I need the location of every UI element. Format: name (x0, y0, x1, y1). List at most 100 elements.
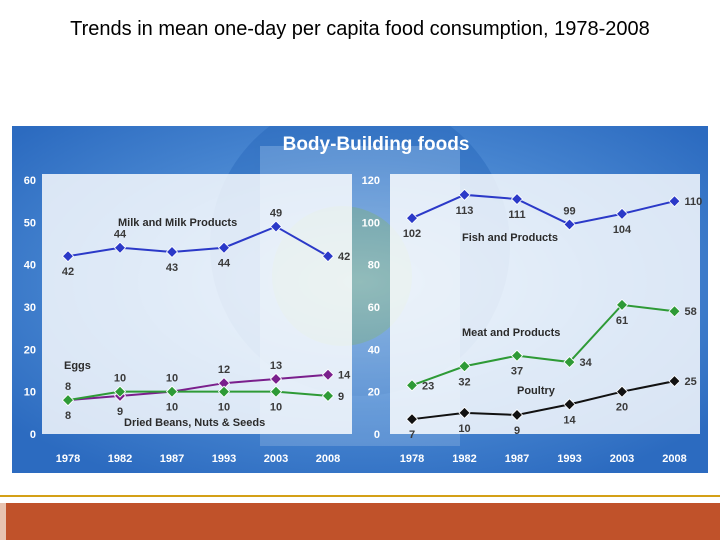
data-label: 9 (338, 391, 344, 403)
data-label: 10 (114, 373, 126, 385)
data-label: 42 (62, 266, 74, 278)
y-tick-label: 120 (362, 175, 380, 187)
y-tick-label: 20 (24, 344, 36, 356)
data-point (615, 385, 629, 398)
chart-svg: Body-Building foods 0 10 20 30 40 50 60 1978 198… (12, 96, 708, 473)
data-point (563, 355, 576, 369)
series-name-label: Fish and Products (462, 232, 558, 244)
y-tick-label: 100 (362, 217, 380, 229)
data-label: 99 (563, 205, 575, 217)
series-line (411, 380, 675, 421)
data-label: 10 (270, 402, 282, 414)
data-point (615, 298, 629, 311)
data-label: 14 (338, 370, 351, 382)
data-point (217, 385, 231, 398)
data-point (563, 398, 576, 411)
chart-panel: Body-Building foods 0 10 20 30 40 50 60 1978 198… (12, 96, 708, 473)
data-label: 9 (514, 425, 520, 437)
data-label: 10 (218, 402, 230, 414)
data-label: 14 (563, 414, 576, 426)
y-tick-label: 30 (24, 302, 36, 314)
data-point (405, 212, 419, 225)
data-label: 104 (613, 224, 632, 236)
panel-heading: Body-Building foods (283, 134, 470, 155)
series-line (411, 303, 675, 387)
data-point (615, 207, 629, 220)
data-point (165, 245, 179, 259)
right-plot-area (390, 174, 700, 434)
data-point (458, 406, 471, 419)
y-tick-label: 40 (24, 260, 36, 272)
x-tick-label: 1978 (56, 453, 80, 465)
data-label: 34 (580, 357, 593, 369)
data-point (217, 241, 231, 254)
data-label: 49 (270, 208, 282, 220)
data-point (458, 188, 471, 201)
data-label: 37 (511, 366, 523, 378)
data-point (458, 360, 471, 373)
data-point (61, 250, 75, 263)
y-tick-label: 40 (368, 344, 380, 356)
data-point (405, 379, 419, 392)
data-label: 110 (685, 196, 703, 208)
data-point (510, 192, 524, 206)
series-name-label: Milk and Milk Products (118, 217, 237, 229)
data-point (113, 241, 127, 254)
data-point (321, 250, 335, 263)
data-point (321, 368, 335, 381)
data-point (563, 218, 576, 231)
data-label: 20 (616, 402, 628, 414)
data-point (165, 385, 179, 398)
data-label: 113 (456, 205, 474, 217)
series-name-label: Meat and Products (462, 327, 560, 339)
data-label: 25 (685, 376, 697, 388)
data-point (269, 372, 283, 386)
data-point (113, 385, 127, 398)
y-tick-label: 10 (24, 387, 36, 399)
footer-accent-line (0, 495, 720, 497)
data-label: 111 (508, 209, 525, 221)
x-tick-label: 2008 (316, 453, 340, 465)
slide-title: Trends in mean one-day per capita food c… (70, 18, 650, 40)
x-tick-label: 2003 (264, 453, 288, 465)
data-point (269, 385, 283, 398)
data-label: 7 (409, 429, 415, 441)
footer-bar (0, 503, 720, 540)
data-label: 61 (616, 315, 628, 327)
x-tick-label: 1978 (400, 453, 424, 465)
x-tick-label: 1987 (160, 453, 184, 465)
left-chart: 0 10 20 30 40 50 60 1978 1982 1987 1993 2003 2008 42 4… (24, 175, 351, 465)
y-tick-label: 60 (368, 302, 380, 314)
y-tick-label: 80 (368, 260, 380, 272)
series-line (67, 225, 329, 258)
data-label: 13 (270, 360, 282, 372)
x-tick-label: 2008 (662, 453, 686, 465)
data-label: 8 (65, 381, 71, 393)
data-label: 44 (114, 229, 127, 241)
series-line (67, 373, 329, 402)
data-label: 58 (685, 306, 697, 318)
footer-mark (0, 503, 6, 540)
data-label: 42 (338, 251, 350, 263)
data-label: 102 (403, 228, 421, 240)
series-name-label: Poultry (517, 385, 556, 397)
y-tick-label: 50 (24, 217, 36, 229)
y-tick-label: 60 (24, 175, 36, 187)
y-tick-label: 20 (368, 387, 380, 399)
data-label: 9 (117, 406, 123, 418)
x-tick-label: 1993 (212, 453, 236, 465)
data-label: 8 (65, 410, 71, 422)
data-label: 32 (458, 376, 470, 388)
data-label: 43 (166, 262, 178, 274)
data-point (668, 375, 681, 388)
data-label: 10 (166, 373, 178, 385)
data-point (510, 349, 524, 362)
series-name-label: Eggs (64, 360, 91, 372)
x-tick-label: 1993 (557, 453, 581, 465)
data-point (61, 394, 75, 407)
data-point (321, 389, 335, 402)
y-tick-label: 0 (30, 429, 36, 441)
data-label: 10 (166, 402, 178, 414)
data-label: 10 (458, 423, 470, 435)
x-tick-label: 2003 (610, 453, 634, 465)
